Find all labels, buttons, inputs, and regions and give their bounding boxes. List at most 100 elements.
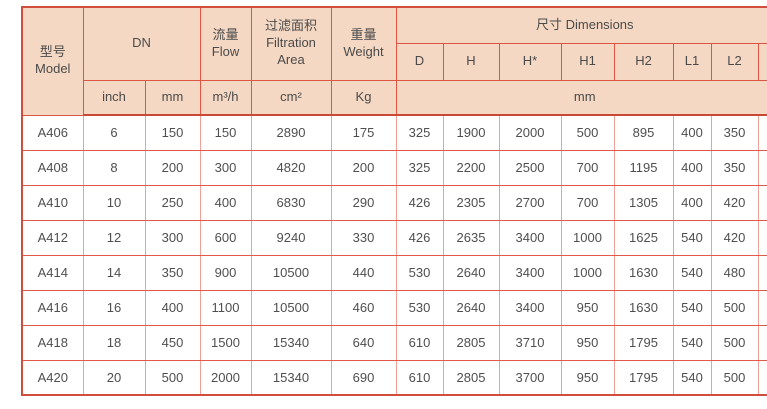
header-dn: DN [82,6,201,81]
cell-dim-l2: 500 [710,324,759,361]
cell-flow: 900 [199,254,252,291]
cell-dn-mm: 250 [144,184,201,221]
cell-dim-l1: 540 [672,254,712,291]
cell-dim-l2: 420 [710,219,759,256]
header-dim-d: D [395,42,444,81]
header-dim-h1: H1 [560,42,615,81]
cell-weight: 460 [330,289,397,326]
cell-weight: 690 [330,359,397,396]
cell-dim-hstar: 3700 [498,359,562,396]
cell-dim-h2: 1195 [613,149,674,186]
cell-dim-h: 2200 [442,149,500,186]
cell-dn-inch: 10 [82,184,146,221]
cell-filtration-area: 2890 [250,114,332,151]
header-filtration-en-1: Filtration [266,35,316,51]
cell-dn-inch: 16 [82,289,146,326]
cell-dim-l1: 540 [672,324,712,361]
cell-dn-inch: 14 [82,254,146,291]
cell-dn-inch: 6 [82,114,146,151]
cell-dim-h: 2805 [442,324,500,361]
cell-dim-h: 2635 [442,219,500,256]
header-dim-cropped [757,42,767,81]
cell-dim-l2: 500 [710,289,759,326]
cell-dn-inch: 12 [82,219,146,256]
spec-table: 型号 Model DN 流量 Flow 过滤面积 Filtration Area… [21,6,767,396]
cell-cropped [757,149,767,186]
cell-cropped [757,219,767,256]
cell-filtration-area: 15340 [250,324,332,361]
cell-flow: 300 [199,149,252,186]
cell-dim-hstar: 2700 [498,184,562,221]
cell-model: A410 [21,184,84,221]
cell-dim-l1: 540 [672,359,712,396]
header-filtration-en-2: Area [277,52,305,68]
cell-model: A418 [21,324,84,361]
header-flow: 流量 Flow [199,6,252,81]
header-filtration-zh: 过滤面积 [264,18,317,34]
cell-dim-hstar: 2500 [498,149,562,186]
cell-flow: 1100 [199,289,252,326]
cell-model: A412 [21,219,84,256]
header-row-dims: D H H* H1 H2 L1 L2 [22,42,767,81]
table-row: A418 18 450 1500 15340 640 610 2805 3710… [21,324,767,361]
cell-weight: 640 [330,324,397,361]
cell-weight: 200 [330,149,397,186]
cell-dn-mm: 400 [144,289,201,326]
cell-dim-h2: 1630 [613,289,674,326]
header-weight-en: Weight [343,43,384,59]
cell-model: A408 [21,149,84,186]
cell-model: A406 [21,114,84,151]
cell-dn-inch: 20 [82,359,146,396]
cell-flow: 1500 [199,324,252,361]
table-body: A406 6 150 150 2890 175 325 1900 2000 50… [21,114,767,396]
cell-dn-inch: 18 [82,324,146,361]
header-filtration-area: 过滤面积 Filtration Area [250,6,332,81]
cell-filtration-area: 9240 [250,219,332,256]
cell-cropped [757,114,767,151]
header-dim-hstar: H* [498,42,562,81]
header-weight: 重量 Weight [330,6,397,81]
cell-dim-h: 2805 [442,359,500,396]
cell-filtration-area: 6830 [250,184,332,221]
cell-dn-mm: 150 [144,114,201,151]
cell-weight: 175 [330,114,397,151]
cell-weight: 290 [330,184,397,221]
header-flow-zh: 流量 [212,26,239,42]
header-row-units: inch mm m³/h cm² Kg mm [22,79,767,116]
header-row-top: 型号 Model DN 流量 Flow 过滤面积 Filtration Area… [21,6,767,116]
header-dim-l1: L1 [672,42,712,81]
cell-dim-d: 610 [395,359,444,396]
cell-dim-h1: 1000 [560,254,615,291]
cell-dim-h1: 950 [560,359,615,396]
cell-dim-d: 530 [395,254,444,291]
cell-dim-hstar: 3710 [498,324,562,361]
cell-dim-h: 2640 [442,254,500,291]
cell-dim-h1: 500 [560,114,615,151]
table-row: A414 14 350 900 10500 440 530 2640 3400 … [21,254,767,291]
header-model-en: Model [35,61,71,77]
cell-dim-l1: 400 [672,114,712,151]
unit-flow: m³/h [199,79,252,116]
cell-dim-h2: 1795 [613,359,674,396]
cell-dim-d: 426 [395,219,444,256]
cell-model: A416 [21,289,84,326]
cell-dn-mm: 350 [144,254,201,291]
cell-filtration-area: 15340 [250,359,332,396]
table-header: 型号 Model DN 流量 Flow 过滤面积 Filtration Area… [21,6,767,116]
cell-dim-h1: 950 [560,324,615,361]
cell-dn-inch: 8 [82,149,146,186]
cell-dim-h1: 1000 [560,219,615,256]
header-flow-en: Flow [211,43,240,59]
cell-dim-d: 610 [395,324,444,361]
cell-dim-l1: 400 [672,184,712,221]
cell-dim-l1: 540 [672,289,712,326]
cell-filtration-area: 4820 [250,149,332,186]
cell-cropped [757,324,767,361]
header-model: 型号 Model [21,6,84,116]
cell-dim-l2: 500 [710,359,759,396]
header-weight-zh: 重量 [350,26,377,42]
cell-dim-d: 426 [395,184,444,221]
cell-dim-h1: 700 [560,184,615,221]
cell-dim-h2: 1795 [613,324,674,361]
